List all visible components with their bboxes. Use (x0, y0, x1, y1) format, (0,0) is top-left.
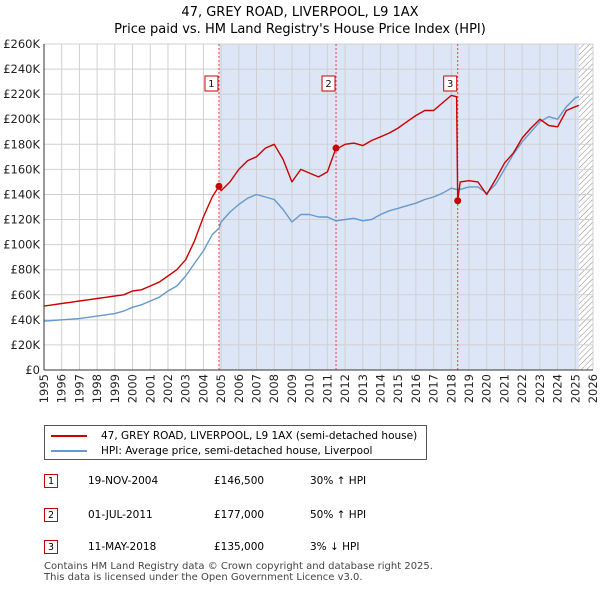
y-tick-label: £100K (3, 238, 40, 252)
x-tick-label: 2023 (533, 374, 547, 403)
legend-line-hpi (51, 450, 87, 452)
sale-date: 01-JUL-2011 (88, 509, 153, 521)
ownership-period-shade (218, 44, 579, 370)
x-tick-label: 2006 (232, 374, 246, 403)
sale-hpi-comparison: 50% ↑ HPI (310, 509, 367, 521)
x-tick-label: 1998 (90, 374, 104, 403)
sale-hpi-comparison: 30% ↑ HPI (310, 475, 367, 487)
sale-marker (332, 144, 340, 152)
y-tick-label: £260K (3, 37, 40, 51)
x-tick-label: 2004 (196, 374, 210, 403)
x-tick-label: 2024 (551, 374, 565, 403)
x-tick-label: 2017 (427, 374, 441, 403)
chart-title-line-2: Price paid vs. HM Land Registry's House … (114, 22, 486, 37)
x-tick-label: 2010 (303, 374, 317, 403)
legend-entry-hpi: HPI: Average price, semi-detached house,… (51, 443, 372, 459)
x-tick-label: 2001 (143, 374, 157, 403)
property-price-line (44, 94, 580, 307)
y-tick-label: £240K (3, 62, 40, 76)
chart-legend: 47, GREY ROAD, LIVERPOOL, L9 1AX (semi-d… (44, 425, 427, 460)
legend-line-property (51, 435, 87, 437)
legend-label-hpi: HPI: Average price, semi-detached house,… (101, 445, 373, 457)
x-tick-label: 2020 (480, 374, 494, 403)
sale-number-badge: 2 (44, 508, 58, 522)
x-tick-label: 2012 (338, 374, 352, 403)
x-tick-label: 1999 (108, 374, 122, 403)
x-tick-label: 2002 (161, 374, 175, 403)
x-tick-label: 2011 (320, 374, 334, 403)
sale-date: 11-MAY-2018 (88, 541, 157, 553)
sale-number-badge: 1 (44, 474, 58, 488)
sale-price: £146,500 (214, 475, 265, 487)
x-tick-label: 2022 (515, 374, 529, 403)
sale-row: 2 01-JUL-2011 £177,000 50% ↑ HPI (0, 506, 600, 530)
x-tick-label: 1996 (55, 374, 69, 403)
y-tick-label: £40K (11, 313, 41, 327)
sale-number-label: 2 (325, 79, 331, 90)
x-tick-label: 2025 (568, 374, 582, 403)
sale-number-box (443, 75, 458, 92)
x-tick-label: 1997 (72, 374, 86, 403)
y-tick-label: £200K (3, 112, 40, 126)
x-tick-label: 2009 (285, 374, 299, 403)
x-tick-label: 2019 (462, 374, 476, 403)
x-tick-label: 2005 (214, 374, 228, 403)
sale-number-badge: 3 (44, 540, 58, 554)
y-tick-label: £60K (11, 288, 41, 302)
x-tick-label: 2015 (391, 374, 405, 403)
x-tick-label: 2021 (497, 374, 511, 403)
legend-label-property: 47, GREY ROAD, LIVERPOOL, L9 1AX (semi-d… (101, 430, 418, 442)
y-tick-label: £120K (3, 213, 40, 227)
sale-number-box (204, 75, 219, 92)
y-tick-label: £80K (11, 263, 41, 277)
sale-number-label: 3 (447, 79, 453, 90)
x-tick-label: 2026 (586, 374, 600, 403)
y-tick-label: £180K (3, 137, 40, 151)
y-tick-label: £20K (11, 338, 41, 352)
y-tick-label: £0 (25, 363, 40, 377)
forecast-hatch (578, 44, 593, 370)
sale-number-box (321, 75, 336, 92)
x-tick-label: 2008 (267, 374, 281, 403)
footer: Contains HM Land Registry data © Crown c… (44, 561, 433, 583)
x-tick-label: 2003 (179, 374, 193, 403)
x-tick-label: 2018 (444, 374, 458, 403)
sale-price: £177,000 (214, 509, 265, 521)
sale-marker (215, 182, 223, 190)
x-tick-label: 2007 (250, 374, 264, 403)
sale-row: 1 19-NOV-2004 £146,500 30% ↑ HPI (0, 472, 600, 496)
x-tick-label: 2013 (356, 374, 370, 403)
legend-entry-property: 47, GREY ROAD, LIVERPOOL, L9 1AX (semi-d… (51, 428, 417, 444)
x-tick-label: 1995 (37, 374, 51, 403)
y-tick-label: £220K (3, 87, 40, 101)
x-tick-label: 2016 (409, 374, 423, 403)
footer-licence: This data is licensed under the Open Gov… (44, 572, 363, 583)
sale-number-label: 1 (208, 79, 214, 90)
x-tick-label: 2000 (126, 374, 140, 403)
y-tick-label: £160K (3, 162, 40, 176)
y-tick-label: £140K (3, 187, 40, 201)
sale-row: 3 11-MAY-2018 £135,000 3% ↓ HPI (0, 538, 600, 562)
chart-title-line-1: 47, GREY ROAD, LIVERPOOL, L9 1AX (181, 5, 419, 20)
sale-marker (454, 197, 462, 205)
sale-hpi-comparison: 3% ↓ HPI (310, 541, 360, 553)
x-tick-label: 2014 (373, 374, 387, 403)
chart-title: 47, GREY ROAD, LIVERPOOL, L9 1AX Price p… (0, 4, 600, 38)
sale-date: 19-NOV-2004 (88, 475, 159, 487)
sale-price: £135,000 (214, 541, 265, 553)
footer-copyright: Contains HM Land Registry data © Crown c… (44, 561, 433, 572)
